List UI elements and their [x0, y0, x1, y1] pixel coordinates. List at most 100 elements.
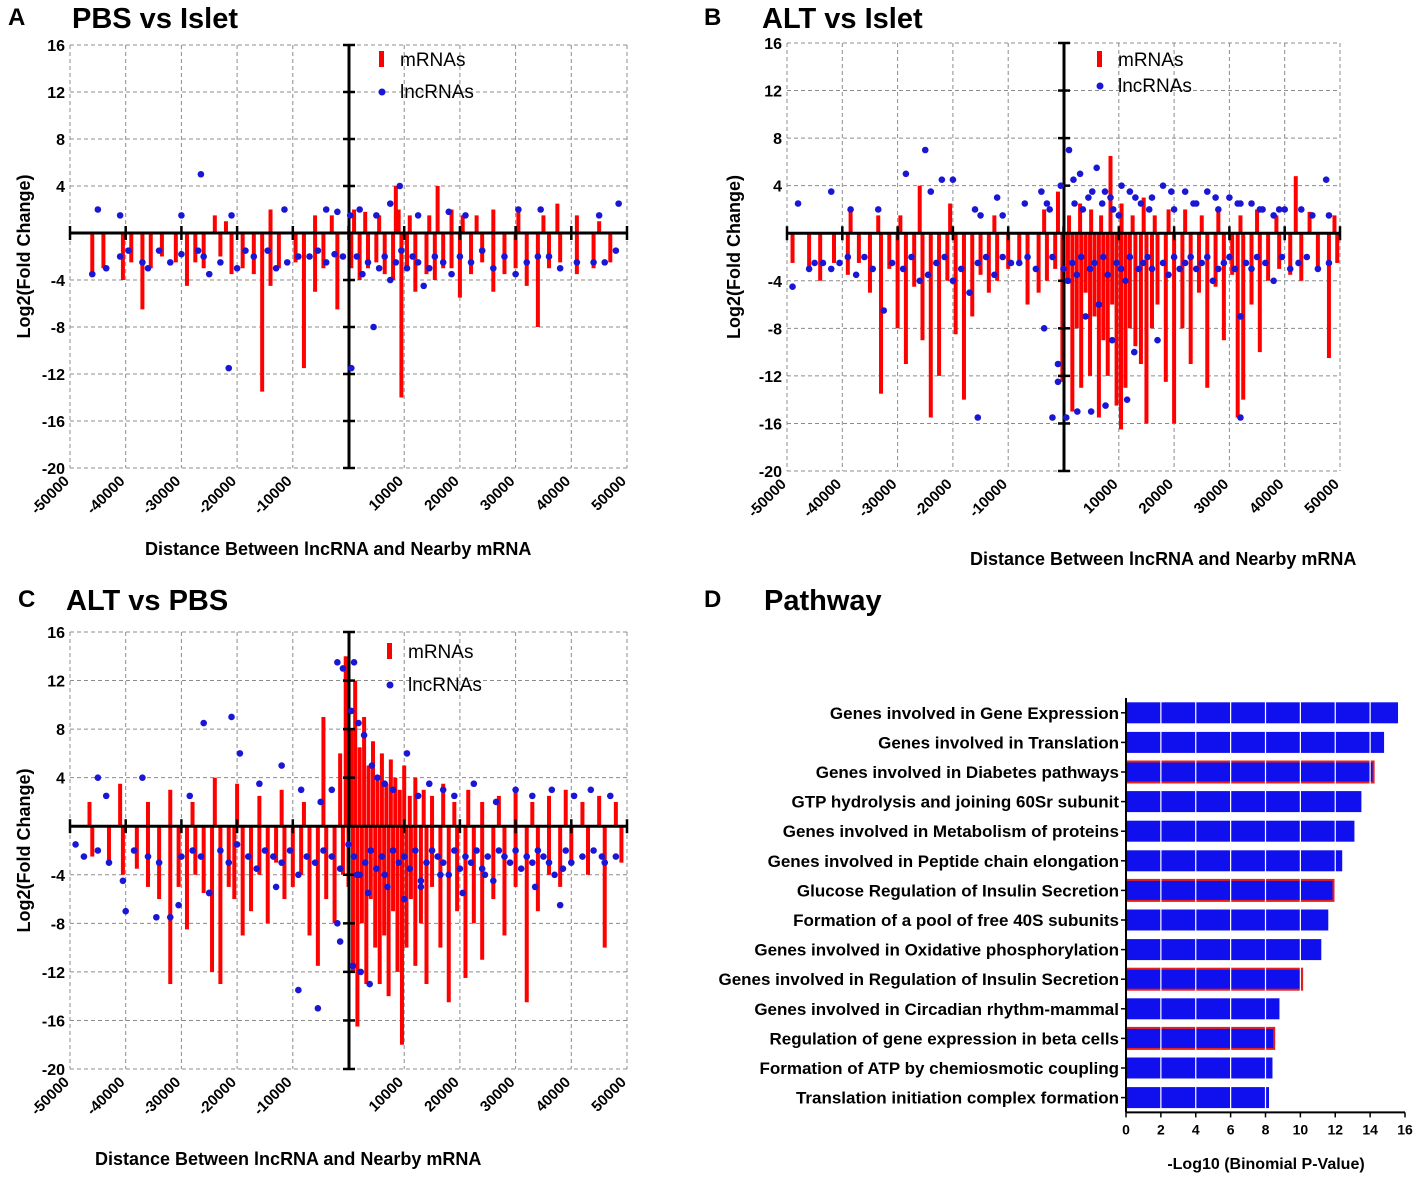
lncrna-point	[197, 853, 205, 860]
lncrna-point	[1107, 194, 1114, 201]
mrna-bar	[363, 211, 368, 233]
mrna-bar	[574, 233, 579, 275]
legend-lncrna-swatch	[386, 681, 394, 689]
mrna-bar	[558, 826, 563, 887]
lncrna-point	[1065, 146, 1073, 154]
x-tick-label: 10000	[366, 1074, 408, 1116]
mrna-bar	[1274, 215, 1279, 234]
lncrna-point	[409, 253, 416, 260]
lncrna-point	[1203, 253, 1211, 261]
y-tick-label: 4	[773, 179, 782, 196]
lncrna-point	[336, 865, 344, 873]
mrna-bar	[807, 233, 812, 269]
panel-title: ALT vs Islet	[762, 3, 923, 35]
lncrna-point	[412, 847, 419, 854]
mrna-bar	[1188, 233, 1193, 364]
lncrna-point	[1077, 253, 1085, 261]
lncrna-point	[1109, 206, 1117, 213]
lncrna-point	[439, 859, 447, 866]
lncrna-point	[347, 707, 355, 715]
mrna-bar	[1172, 233, 1177, 424]
lncrna-point	[322, 206, 330, 213]
pathway-label: Glucose Regulation of Insulin Secretion	[797, 881, 1119, 900]
mrna-bar	[1216, 209, 1221, 234]
lncrna-point	[350, 853, 358, 860]
chart-d: Genes involved in Gene Expression Genes i…	[718, 698, 1413, 1173]
mrna-bar	[201, 233, 206, 269]
lncrna-point	[381, 780, 389, 788]
panel-letter: C	[18, 586, 36, 613]
x-tick-label: -20000	[195, 1074, 240, 1119]
lncrna-point	[253, 865, 260, 873]
lncrna-point	[178, 853, 185, 860]
mrna-bar	[335, 233, 340, 310]
pathway-bar	[1126, 731, 1385, 753]
lncrna-point	[869, 265, 877, 273]
pathway-label: Genes involved in Peptide chain elongati…	[768, 852, 1119, 871]
mrna-bar	[87, 801, 92, 827]
y-tick-label: -12	[42, 965, 65, 982]
lncrna-point	[551, 871, 558, 879]
mrna-bar	[184, 826, 189, 930]
lncrna-point	[233, 264, 241, 272]
mrna-bar	[257, 826, 262, 875]
mrna-bar	[268, 233, 273, 286]
lncrna-point	[1049, 414, 1056, 421]
lncrna-point	[612, 853, 620, 860]
mrna-bar	[430, 795, 435, 827]
lncrna-point	[336, 938, 344, 945]
mrna-bar	[912, 233, 917, 287]
lncrna-point	[601, 859, 609, 866]
mrna-bar	[397, 789, 402, 827]
lncrna-point	[1069, 259, 1076, 267]
lncrna-point	[587, 786, 595, 794]
mrna-bar	[1123, 233, 1128, 388]
mrna-bar	[867, 233, 872, 293]
lncrna-point	[615, 200, 622, 207]
panel-b: B ALT vs Islet 16 12 8 4 -4 -8 -12 -16 -20 -50000…	[704, 0, 1417, 580]
lncrna-point	[328, 853, 336, 860]
lncrna-point	[364, 259, 372, 266]
lncrna-point	[982, 253, 990, 261]
lncrna-point	[205, 889, 213, 897]
legend-label: mRNAs	[400, 50, 465, 71]
lncrna-point	[462, 853, 469, 860]
lncrna-point	[350, 659, 358, 666]
lncrna-point	[400, 895, 408, 903]
y-tick-label: 16	[47, 38, 65, 55]
lncrna-point	[244, 853, 252, 860]
lncrna-point	[125, 247, 132, 254]
lncrna-point	[523, 853, 531, 860]
lncrna-point	[1212, 194, 1219, 201]
lncrna-point	[568, 859, 575, 866]
mrna-bar	[1166, 209, 1171, 234]
mrna-bar	[1293, 176, 1298, 234]
lncrna-point	[1060, 265, 1067, 273]
x-tick-label: 40000	[1246, 476, 1288, 518]
lncrna-point	[1187, 253, 1194, 261]
mrna-bar	[404, 233, 409, 269]
mrna-bar	[1079, 233, 1084, 388]
mrna-bar	[608, 233, 613, 263]
mrna-bar	[586, 826, 591, 875]
panel-d: D Pathway Genes involved in Gene Express…	[700, 585, 1417, 1179]
x-axis-title: Distance Between lncRNA and Nearby mRNA	[970, 549, 1356, 569]
lncrna-point	[374, 774, 381, 781]
mrna-bar	[427, 215, 432, 233]
mrna-bar	[201, 826, 206, 893]
mrna-bar	[329, 215, 334, 233]
mrna-bar	[1230, 233, 1235, 275]
lncrna-point	[228, 713, 235, 721]
mrna-bar	[1199, 215, 1204, 234]
lncrna-point	[367, 847, 375, 854]
lncrna-point	[178, 212, 185, 219]
lncrna-point	[347, 364, 355, 372]
mrna-bar	[140, 233, 145, 310]
mrna-bar	[460, 215, 465, 233]
lncrna-point	[361, 859, 369, 866]
lncrna-point	[250, 253, 258, 260]
mrna-bar	[1315, 233, 1320, 269]
lncrna-point	[1242, 259, 1250, 267]
lncrna-point	[1079, 206, 1087, 213]
lncrna-point	[360, 731, 368, 739]
